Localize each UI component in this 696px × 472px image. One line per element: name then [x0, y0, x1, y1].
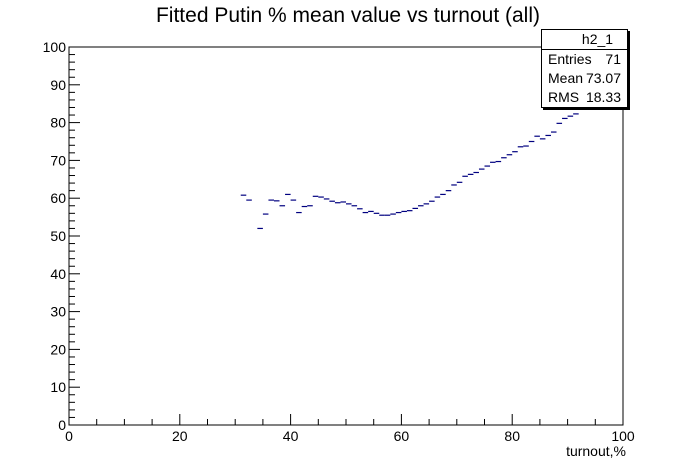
x-tick-label: 20 [172, 428, 188, 444]
x-axis-label: turnout,% [566, 443, 626, 459]
y-tick-label: 20 [50, 341, 66, 357]
stats-label: Entries [548, 51, 592, 67]
y-tick-label: 100 [43, 39, 67, 55]
stats-label: RMS [548, 89, 580, 105]
stats-row-entries: Entries 71 [542, 50, 627, 69]
y-tick-label: 70 [50, 152, 66, 168]
y-tick-label: 40 [50, 266, 66, 282]
stats-value: 73.07 [585, 70, 621, 86]
stats-value: 18.33 [585, 89, 621, 105]
plot-frame [68, 46, 624, 426]
y-tick-label: 90 [50, 77, 66, 93]
y-tick-label: 80 [50, 115, 66, 131]
y-tick-label: 60 [50, 190, 66, 206]
stats-row-mean: Mean 73.07 [542, 69, 627, 88]
stats-value: 71 [605, 51, 621, 67]
stats-box-name: h2_1 [542, 30, 627, 50]
y-tick-label: 0 [58, 417, 66, 433]
x-tick-label: 40 [283, 428, 299, 444]
stats-row-rms: RMS 18.33 [542, 88, 627, 107]
x-tick-label: 60 [394, 428, 410, 444]
stats-box: h2_1 Entries 71 Mean 73.07 RMS 18.33 [541, 29, 628, 108]
stats-label: Mean [548, 70, 584, 86]
y-tick-label: 30 [50, 304, 66, 320]
x-tick-label: 80 [504, 428, 520, 444]
x-tick-label: 100 [611, 428, 635, 444]
y-tick-label: 10 [50, 379, 66, 395]
y-tick-label: 50 [50, 228, 66, 244]
chart-title: Fitted Putin % mean value vs turnout (al… [155, 4, 540, 27]
x-tick-label: 0 [65, 428, 73, 444]
